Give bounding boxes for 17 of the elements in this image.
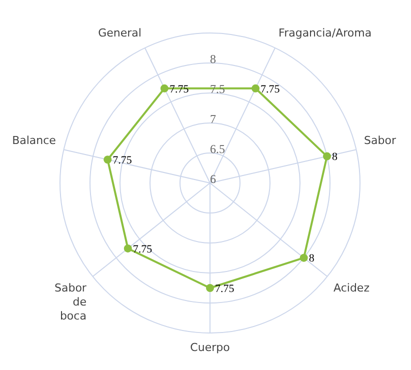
data-label: 7.75 <box>215 282 235 295</box>
y-tick-label: 8 <box>210 52 216 66</box>
y-tick-label: 6 <box>210 172 216 186</box>
spoke-label: Balance <box>12 134 56 147</box>
spoke-label: General <box>98 26 142 40</box>
spoke-label: Fragancia/Aroma <box>278 26 372 40</box>
data-label: 7.75 <box>132 243 153 256</box>
data-label: 8 <box>308 252 315 265</box>
data-label: 7.75 <box>112 154 132 167</box>
spoke-label: Cuerpo <box>190 341 230 354</box>
spoke-label: Sabor <box>364 134 396 147</box>
spoke-label: Acidez <box>334 282 370 295</box>
data-label: 8 <box>332 151 338 164</box>
data-label: 7.75 <box>260 83 280 96</box>
y-tick-label: 7 <box>210 112 216 126</box>
spoke-label: Sabor de boca <box>54 282 87 323</box>
y-tick-label: 6.5 <box>210 142 225 156</box>
